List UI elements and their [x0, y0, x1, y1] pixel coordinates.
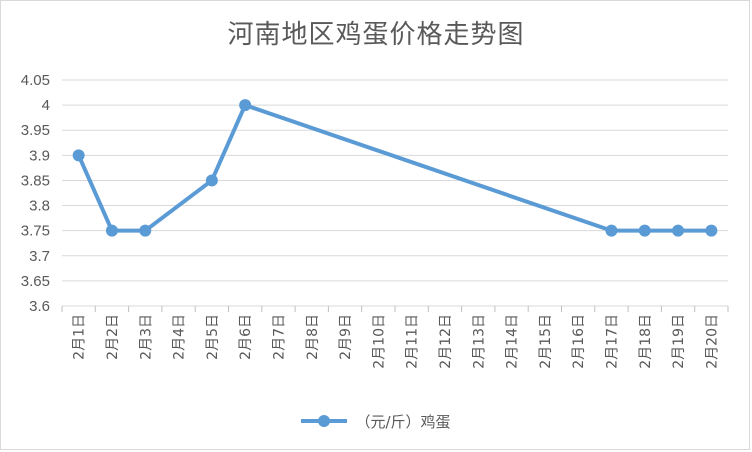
x-tick-label: 2月12日 — [438, 314, 454, 369]
legend: （元/斤）鸡蛋 — [0, 406, 752, 436]
data-point — [105, 224, 118, 237]
x-tick-label: 2月9日 — [338, 314, 354, 360]
y-tick-label: 3.9 — [29, 147, 50, 164]
data-point — [605, 224, 618, 237]
x-tick-label: 2月10日 — [371, 314, 387, 369]
x-tick-label: 2月5日 — [205, 314, 221, 360]
y-tick-label: 3.8 — [29, 198, 50, 215]
x-tick-label: 2月8日 — [305, 314, 321, 360]
x-tick-label: 2月20日 — [704, 314, 720, 369]
y-tick-label: 3.6 — [29, 298, 50, 315]
x-tick-label: 2月17日 — [604, 314, 620, 369]
legend-swatch — [301, 413, 348, 429]
x-tick-label: 2月4日 — [172, 314, 188, 360]
data-point — [638, 224, 651, 237]
y-tick-label: 3.65 — [21, 273, 50, 290]
x-tick-label: 2月13日 — [471, 314, 487, 369]
y-tick-label: 4 — [42, 97, 50, 114]
legend-label: （元/斤）鸡蛋 — [355, 412, 451, 431]
data-point — [205, 174, 218, 187]
y-tick-label: 3.75 — [21, 223, 50, 240]
x-tick-label: 2月2日 — [105, 314, 121, 360]
chart-title: 河南地区鸡蛋价格走势图 — [227, 20, 525, 50]
data-point — [72, 149, 85, 162]
x-tick-label: 2月16日 — [571, 314, 587, 369]
x-tick-label: 2月7日 — [271, 314, 287, 360]
data-point — [239, 99, 252, 112]
x-tick-label: 2月1日 — [72, 314, 88, 360]
y-tick-label: 3.7 — [29, 248, 50, 265]
x-tick-label: 2月18日 — [638, 314, 654, 369]
x-tick-label: 2月11日 — [405, 314, 421, 369]
x-tick-label: 2月14日 — [505, 314, 521, 369]
x-tick-label: 2月3日 — [138, 314, 154, 360]
y-tick-label: 3.85 — [21, 172, 50, 189]
x-tick-label: 2月6日 — [238, 314, 254, 360]
data-point — [139, 224, 152, 237]
x-tick-label: 2月19日 — [671, 314, 687, 369]
data-point — [705, 224, 718, 237]
data-point — [672, 224, 685, 237]
series-line — [76, 103, 714, 233]
y-tick-label: 3.95 — [21, 122, 50, 139]
x-tick-label: 2月15日 — [538, 314, 554, 369]
y-tick-label: 4.05 — [21, 72, 50, 89]
